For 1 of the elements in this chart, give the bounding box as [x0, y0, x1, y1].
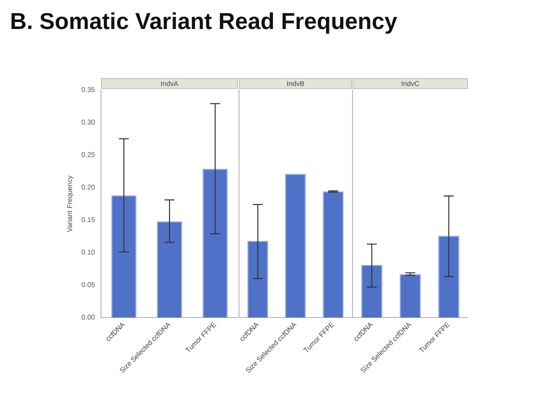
- text: B. Somatic Variant Read Frequency: [10, 8, 398, 35]
